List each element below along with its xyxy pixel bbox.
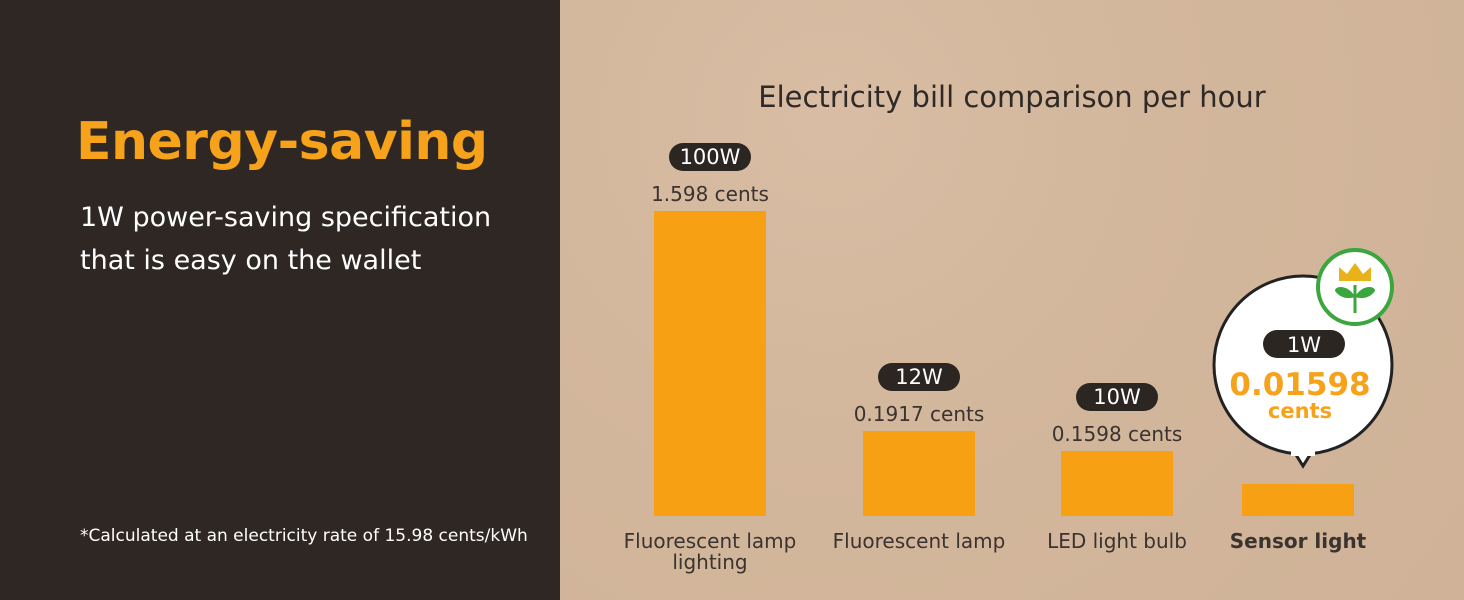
left-panel: Energy-saving 1W power-saving specificat… [0,0,560,600]
category-label-3-0: Sensor light [1230,529,1367,553]
headline: Energy-saving [76,112,488,172]
category-label-2-0: LED light bulb [1047,529,1187,553]
wattage-label-1: 12W [895,365,943,389]
chart-title: Electricity bill comparison per hour [758,80,1266,114]
value-label-0: 1.598 cents [651,182,769,206]
wattage-pill-1 [878,363,960,391]
wattage-label-3: 1W [1287,333,1321,357]
value-label-3: 0.01598 [1229,367,1370,403]
category-label-0-0: Fluorescent lamp [624,529,797,553]
category-label-1-0: Fluorescent lamp [833,529,1006,553]
bar-1 [863,431,975,516]
wattage-label-2: 10W [1093,385,1141,409]
bar-2 [1061,451,1173,516]
subtitle-line-1: 1W power-saving specification [80,202,492,233]
bar-3 [1242,484,1354,516]
value-label-2: 0.1598 cents [1052,422,1183,446]
wattage-pill-2 [1076,383,1158,411]
sprout-leaf-right [1355,287,1375,299]
subtitle: 1W power-saving specification that is ea… [80,196,540,282]
value-label-1: 0.1917 cents [854,402,985,426]
wattage-label-0: 100W [680,145,741,169]
value-unit-label: cents [1268,399,1332,423]
bubble-tail-mask [1291,446,1315,456]
chart-panel: Electricity bill comparison per hour Flu… [560,0,1464,600]
category-label-0-1: lighting [672,550,747,574]
wattage-pill-0 [669,143,751,171]
sprout-leaf-left [1335,287,1355,299]
crown-icon [1339,263,1371,281]
subtitle-line-2: that is easy on the wallet [80,245,422,276]
wattage-pill-3 [1263,330,1345,358]
bar-0 [654,211,766,516]
footnote: *Calculated at an electricity rate of 15… [80,526,528,546]
